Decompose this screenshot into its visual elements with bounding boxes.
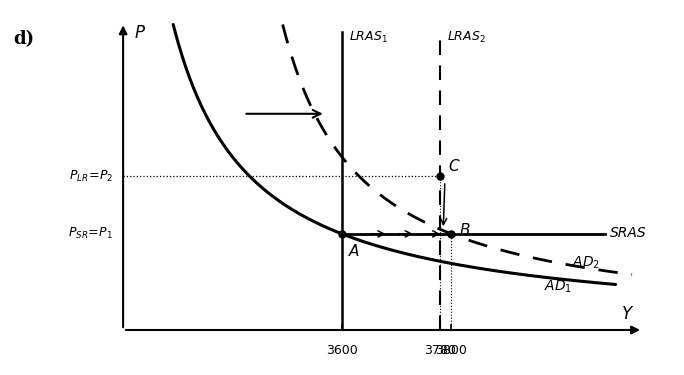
Text: $AD_1$: $AD_1$	[544, 279, 573, 295]
Text: 3600: 3600	[326, 344, 358, 357]
Text: C: C	[448, 159, 459, 174]
Text: 3780: 3780	[425, 344, 456, 357]
Text: $P_{LR}\!=\!P_2$: $P_{LR}\!=\!P_2$	[69, 169, 114, 184]
Text: $LRAS_1$: $LRAS_1$	[349, 30, 387, 45]
Text: $P_{SR}\!=\!P_1$: $P_{SR}\!=\!P_1$	[68, 226, 114, 242]
Text: $LRAS_2$: $LRAS_2$	[447, 30, 486, 45]
Text: P: P	[134, 24, 144, 42]
Text: SRAS: SRAS	[610, 226, 647, 240]
Text: 3800: 3800	[436, 344, 467, 357]
Text: $AD_2$: $AD_2$	[572, 255, 600, 271]
Text: d): d)	[14, 30, 35, 48]
Text: Y: Y	[622, 305, 632, 323]
Text: B: B	[459, 223, 470, 238]
Text: A: A	[349, 243, 359, 258]
